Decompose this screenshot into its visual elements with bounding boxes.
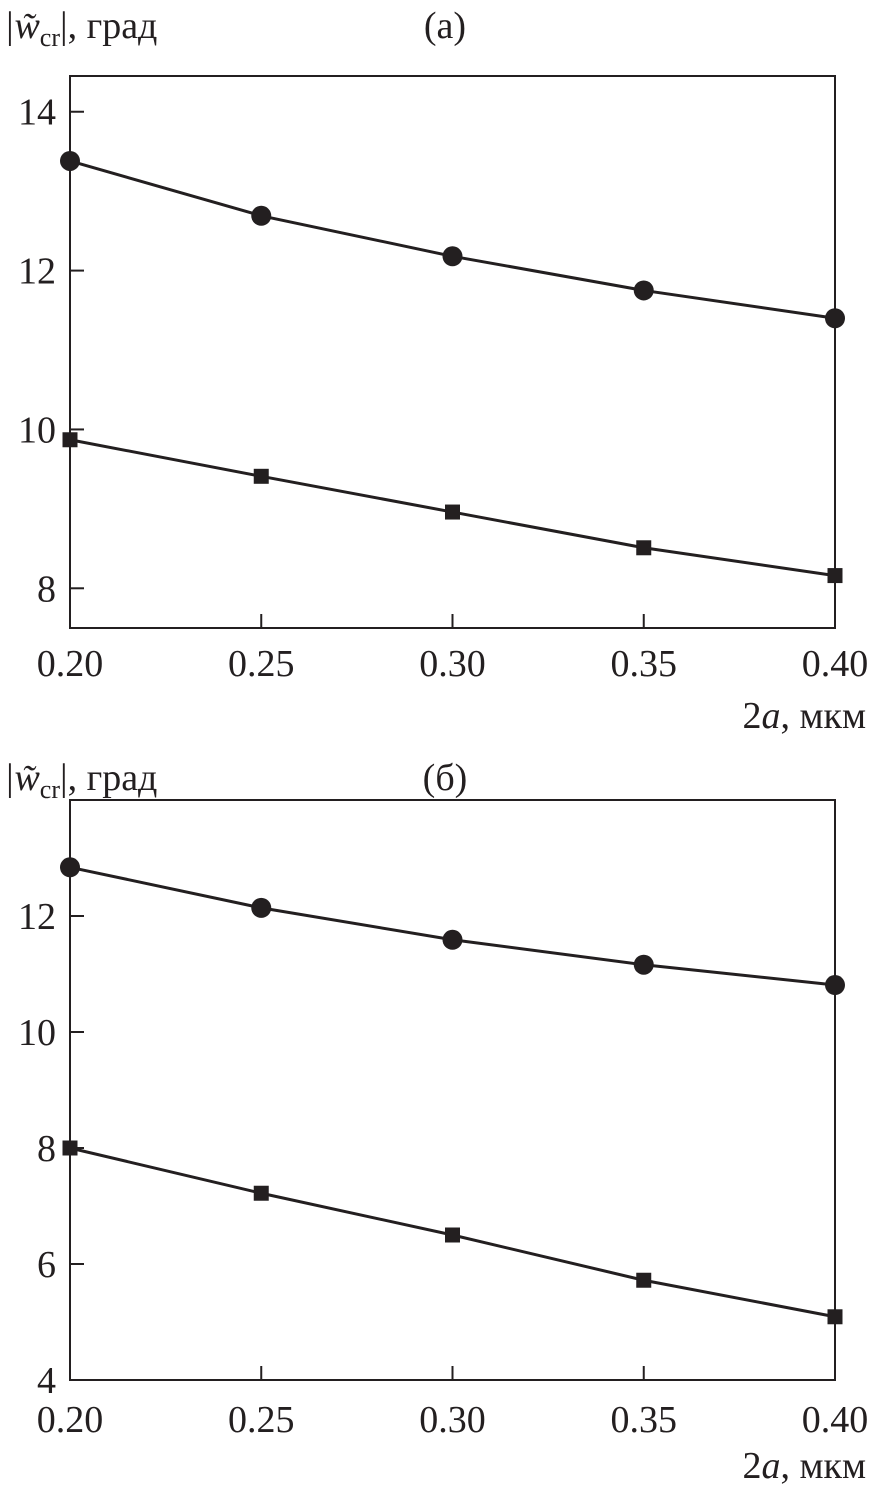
data-point-circle: [251, 897, 272, 918]
data-point-circle: [633, 280, 654, 301]
x-tick-label: 0.30: [419, 643, 486, 685]
y-axis-label: |w̃cr|, град: [4, 5, 157, 52]
plot-frame: [69, 75, 836, 629]
x-tick-label: 0.25: [228, 1399, 295, 1441]
data-point-circle: [825, 308, 845, 329]
y-tick-label: 8: [37, 1128, 56, 1170]
y-tick-label: 10: [18, 1012, 56, 1054]
y-tick-label: 10: [18, 409, 56, 451]
data-point-square: [827, 568, 843, 584]
y-label-subscript: cr: [40, 23, 61, 52]
series-line-circles: [69, 865, 836, 987]
data-point-circle: [633, 954, 654, 975]
y-tick-label: 12: [18, 251, 56, 293]
data-point-circle: [60, 150, 80, 171]
y-label-symbol: |w̃: [4, 5, 40, 47]
y-tick-label: 14: [18, 92, 56, 134]
data-point-square: [445, 1227, 460, 1243]
data-point-circle: [825, 975, 845, 996]
x-axis-label: 2a, мкм: [742, 695, 866, 737]
data-point-circle: [442, 246, 463, 267]
data-point-square: [636, 1272, 652, 1288]
data-point-square: [62, 1140, 78, 1156]
y-tick-label: 12: [18, 896, 56, 938]
data-point-circle: [442, 929, 463, 950]
panel-b: |w̃cr|, град (б) 4 6 8 10 12 0.20 0.25 0.30 0.35 0.…: [4, 757, 868, 1487]
x-tick-label: 0.25: [228, 643, 295, 685]
y-tick-label: 6: [37, 1244, 56, 1286]
x-axis-label: 2a, мкм: [742, 1445, 866, 1487]
x-tick-label: 0.20: [37, 643, 104, 685]
y-tick-label: 4: [37, 1360, 56, 1402]
panel-a: |w̃cr|, град (а) 8 10 12 14 0.20 0.25 0.30 0.35 0.…: [4, 5, 868, 737]
plot-frame: [69, 799, 836, 1381]
data-point-square: [62, 432, 78, 448]
data-point-square: [253, 468, 269, 484]
x-label-number: 2: [742, 1445, 761, 1487]
data-point-square: [827, 1309, 843, 1325]
y-axis-label: |w̃cr|, град: [4, 757, 157, 804]
data-point-circle: [60, 857, 80, 878]
panel-title: (а): [424, 5, 466, 47]
x-label-number: 2: [742, 695, 761, 737]
x-label-unit: , мкм: [780, 1445, 866, 1487]
panel-title: (б): [423, 757, 468, 799]
x-tick-label: 0.30: [419, 1399, 486, 1441]
data-point-circle: [251, 205, 272, 226]
data-point-square: [636, 540, 652, 556]
series-line-circles: [69, 159, 836, 320]
x-label-variable: a: [761, 695, 780, 737]
y-label-unit: |, град: [60, 757, 157, 799]
y-label-symbol: |w̃: [4, 757, 40, 799]
x-tick-label: 0.40: [802, 1399, 869, 1441]
data-point-square: [253, 1185, 269, 1201]
x-tick-label: 0.40: [802, 643, 869, 685]
x-tick-label: 0.20: [37, 1399, 104, 1441]
x-tick-label: 0.35: [611, 643, 678, 685]
x-tick-label: 0.35: [611, 1399, 678, 1441]
x-label-variable: a: [761, 1445, 780, 1487]
y-label-subscript: cr: [40, 775, 61, 804]
data-point-square: [445, 504, 460, 520]
y-tick-label: 8: [37, 568, 56, 610]
x-label-unit: , мкм: [780, 695, 866, 737]
y-label-unit: |, град: [60, 5, 157, 47]
